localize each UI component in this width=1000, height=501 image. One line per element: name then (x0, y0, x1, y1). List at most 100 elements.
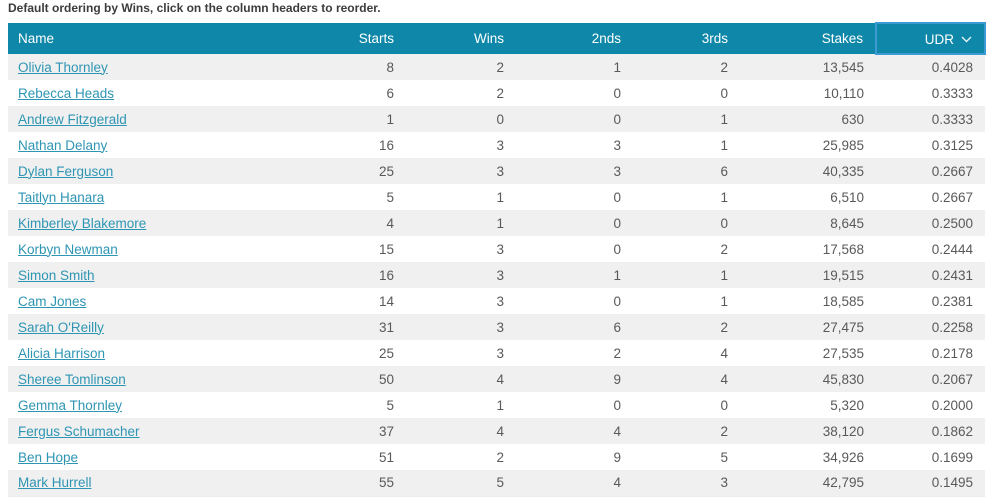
cell-name: Nathan Delany (8, 132, 340, 158)
cell-udr: 0.2500 (931, 215, 973, 231)
cell-starts: 5 (386, 397, 394, 413)
cell-thirds: 3 (720, 475, 728, 491)
header-row: Name Starts Wins 2nds 3rds Stakes UDR (8, 22, 986, 55)
cell-udr: 0.2431 (931, 267, 973, 283)
cell-thirds: 0 (720, 85, 728, 101)
table-row: Cam Jones 14 3 0 1 18,585 0.2381 (8, 288, 985, 314)
cell-udr: 0.1699 (931, 449, 973, 465)
cell-thirds: 2 (720, 319, 728, 335)
cell-seconds: 0 (613, 85, 621, 101)
cell-stakes: 34,926 (822, 449, 864, 465)
cell-starts: 1 (386, 111, 394, 127)
cell-starts: 51 (378, 449, 394, 465)
table-row: Simon Smith 16 3 1 1 19,515 0.2431 (8, 262, 985, 288)
cell-seconds: 0 (613, 397, 621, 413)
cell-udr: 0.2444 (931, 241, 973, 257)
table-row: Olivia Thornley 8 2 1 2 13,545 0.4028 (8, 54, 985, 80)
table-row: Dylan Ferguson 25 3 3 6 40,335 0.2667 (8, 158, 985, 184)
cell-udr: 0.3125 (931, 137, 973, 153)
cell-starts: 55 (378, 475, 394, 491)
table-row: Taitlyn Hanara 5 1 0 1 6,510 0.2667 (8, 184, 985, 210)
cell-stakes: 38,120 (822, 423, 864, 439)
name-link[interactable]: Alicia Harrison (18, 345, 106, 361)
chevron-down-icon (961, 31, 972, 46)
cell-starts: 25 (378, 345, 394, 361)
cell-wins: 3 (496, 137, 504, 153)
cell-starts: 5 (386, 189, 394, 205)
cell-name: Mark Hurrell (8, 470, 340, 496)
name-link[interactable]: Sheree Tomlinson (18, 371, 126, 387)
cell-wins: 1 (496, 397, 504, 413)
name-link[interactable]: Mark Hurrell (18, 475, 92, 491)
column-header-2nds[interactable]: 2nds (516, 23, 633, 54)
name-link[interactable]: Korbyn Newman (18, 241, 118, 257)
column-header-wins[interactable]: Wins (406, 23, 516, 54)
name-link[interactable]: Rebecca Heads (18, 85, 115, 101)
name-link[interactable]: Simon Smith (18, 267, 95, 283)
cell-starts: 25 (378, 163, 394, 179)
table-row: Rebecca Heads 6 2 0 0 10,110 0.3333 (8, 80, 985, 106)
cell-seconds: 0 (613, 241, 621, 257)
cell-seconds: 4 (613, 423, 621, 439)
cell-stakes: 19,515 (822, 267, 864, 283)
name-link[interactable]: Kimberley Blakemore (18, 215, 147, 231)
cell-stakes: 42,795 (822, 475, 864, 491)
name-link[interactable]: Sarah O'Reilly (18, 319, 104, 335)
column-header-name[interactable]: Name (8, 23, 340, 54)
cell-starts: 16 (378, 137, 394, 153)
cell-seconds: 4 (613, 475, 621, 491)
cell-stakes: 13,545 (822, 59, 864, 75)
cell-thirds: 6 (720, 163, 728, 179)
cell-stakes: 27,475 (822, 319, 864, 335)
cell-udr: 0.3333 (931, 85, 973, 101)
name-link[interactable]: Andrew Fitzgerald (18, 111, 127, 127)
cell-wins: 1 (496, 189, 504, 205)
name-link[interactable]: Gemma Thornley (18, 397, 123, 413)
cell-name: Korbyn Newman (8, 236, 340, 262)
cell-name: Fergus Schumacher (8, 418, 340, 444)
cell-stakes: 27,535 (822, 345, 864, 361)
cell-name: Kimberley Blakemore (8, 210, 340, 236)
cell-wins: 3 (496, 267, 504, 283)
table-row: Sheree Tomlinson 50 4 9 4 45,830 0.2067 (8, 366, 985, 392)
column-header-udr[interactable]: UDR (875, 22, 986, 55)
cell-starts: 14 (378, 293, 394, 309)
name-link[interactable]: Ben Hope (18, 449, 79, 465)
cell-thirds: 4 (720, 345, 728, 361)
cell-seconds: 1 (613, 59, 621, 75)
name-link[interactable]: Dylan Ferguson (18, 163, 114, 179)
cell-stakes: 5,320 (830, 397, 864, 413)
cell-udr: 0.2067 (931, 371, 973, 387)
cell-seconds: 9 (613, 371, 621, 387)
cell-stakes: 17,568 (822, 241, 864, 257)
cell-stakes: 6,510 (830, 189, 864, 205)
column-header-3rds[interactable]: 3rds (633, 23, 740, 54)
cell-wins: 4 (496, 423, 504, 439)
cell-stakes: 10,110 (823, 85, 864, 101)
cell-thirds: 1 (720, 189, 728, 205)
cell-starts: 8 (386, 59, 394, 75)
cell-starts: 31 (378, 319, 394, 335)
name-link[interactable]: Olivia Thornley (18, 59, 108, 75)
cell-seconds: 0 (613, 215, 621, 231)
cell-wins: 0 (496, 111, 504, 127)
cell-thirds: 1 (720, 267, 728, 283)
name-link[interactable]: Taitlyn Hanara (18, 189, 105, 205)
cell-starts: 50 (378, 371, 394, 387)
name-link[interactable]: Fergus Schumacher (18, 423, 140, 439)
cell-thirds: 2 (720, 423, 728, 439)
column-header-starts[interactable]: Starts (340, 23, 406, 54)
cell-wins: 2 (496, 59, 504, 75)
name-link[interactable]: Cam Jones (18, 293, 87, 309)
cell-udr: 0.2258 (931, 319, 973, 335)
name-link[interactable]: Nathan Delany (18, 137, 108, 153)
cell-starts: 16 (378, 267, 394, 283)
cell-starts: 15 (378, 241, 394, 257)
cell-name: Rebecca Heads (8, 80, 340, 106)
column-header-stakes[interactable]: Stakes (740, 23, 876, 54)
cell-name: Alicia Harrison (8, 340, 340, 366)
cell-stakes: 18,585 (822, 293, 864, 309)
cell-stakes: 45,830 (822, 371, 864, 387)
cell-udr: 0.1495 (931, 475, 973, 491)
